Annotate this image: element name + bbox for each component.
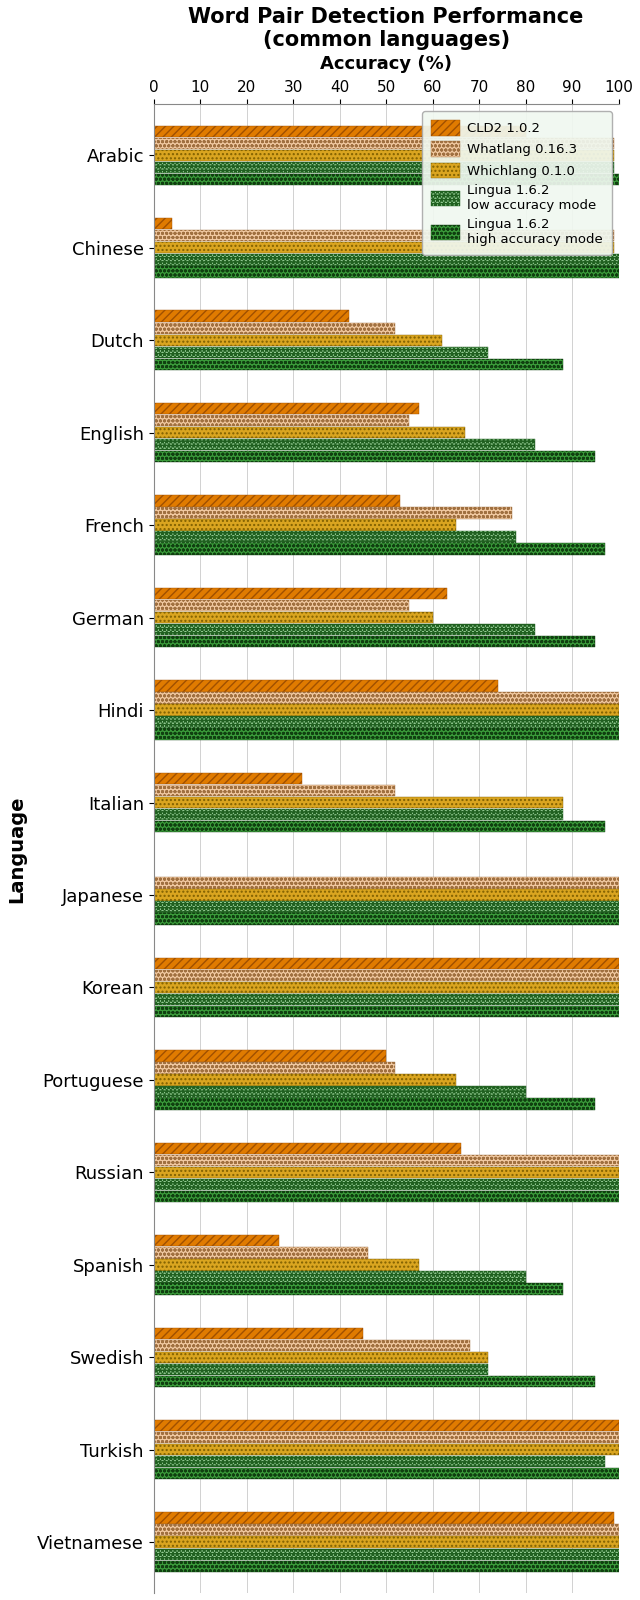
Bar xyxy=(154,890,619,901)
Bar xyxy=(154,162,614,173)
Bar xyxy=(154,242,614,253)
Bar xyxy=(154,507,511,518)
Bar xyxy=(154,1352,488,1363)
Bar xyxy=(154,1270,525,1283)
Bar xyxy=(154,1456,605,1467)
Bar xyxy=(154,310,349,322)
Bar xyxy=(154,1525,619,1536)
Bar xyxy=(154,982,619,994)
Bar xyxy=(154,1469,619,1480)
Bar xyxy=(154,1062,396,1074)
Bar xyxy=(154,821,605,832)
Bar xyxy=(154,1259,419,1270)
Legend: CLD2 1.0.2, Whatlang 0.16.3, Whichlang 0.1.0, Lingua 1.6.2
low accuracy mode, Li: CLD2 1.0.2, Whatlang 0.16.3, Whichlang 0… xyxy=(422,110,612,254)
Bar xyxy=(154,1246,367,1259)
Bar xyxy=(154,773,303,784)
Bar xyxy=(154,1166,619,1178)
Bar xyxy=(154,810,563,821)
Bar xyxy=(154,266,619,277)
Bar xyxy=(154,358,563,370)
Bar xyxy=(154,323,396,334)
Bar xyxy=(154,438,535,451)
Bar xyxy=(154,174,619,186)
Bar xyxy=(154,994,619,1005)
Bar xyxy=(154,1074,456,1086)
Y-axis label: Language: Language xyxy=(7,795,26,902)
Bar xyxy=(154,1283,563,1294)
X-axis label: Accuracy (%): Accuracy (%) xyxy=(320,54,452,72)
Bar xyxy=(154,958,619,970)
Bar xyxy=(154,611,433,624)
Bar xyxy=(154,150,614,162)
Bar xyxy=(154,1549,619,1560)
Bar xyxy=(154,1376,595,1387)
Bar xyxy=(154,1363,488,1374)
Bar xyxy=(154,1142,461,1154)
Bar xyxy=(154,414,410,426)
Bar xyxy=(154,786,396,797)
Bar xyxy=(154,138,614,149)
Bar xyxy=(154,680,498,691)
Bar xyxy=(154,717,619,728)
Bar xyxy=(154,496,400,507)
Bar xyxy=(154,1155,619,1166)
Bar xyxy=(154,914,619,925)
Bar xyxy=(154,1086,525,1098)
Bar xyxy=(154,403,419,414)
Bar xyxy=(154,218,172,229)
Bar xyxy=(154,1190,619,1202)
Bar xyxy=(154,1235,279,1246)
Bar xyxy=(154,587,447,600)
Bar xyxy=(154,635,595,648)
Bar xyxy=(154,334,442,346)
Bar xyxy=(154,970,619,981)
Bar xyxy=(154,1179,619,1190)
Bar xyxy=(154,1560,619,1571)
Bar xyxy=(154,1536,619,1547)
Bar xyxy=(154,254,619,266)
Bar xyxy=(154,531,516,542)
Bar xyxy=(154,230,614,242)
Bar xyxy=(154,520,456,531)
Bar xyxy=(154,704,619,715)
Bar xyxy=(154,125,525,138)
Bar xyxy=(154,1050,386,1061)
Bar xyxy=(154,347,488,358)
Bar xyxy=(154,451,595,462)
Bar xyxy=(154,1098,595,1110)
Bar xyxy=(154,693,619,704)
Bar xyxy=(154,427,465,438)
Bar xyxy=(154,877,619,888)
Bar xyxy=(154,600,410,611)
Bar xyxy=(154,1432,619,1443)
Bar xyxy=(154,1445,619,1456)
Bar xyxy=(154,544,605,555)
Bar xyxy=(154,728,619,739)
Bar xyxy=(154,1512,614,1523)
Bar xyxy=(154,1328,363,1339)
Bar xyxy=(154,797,563,808)
Bar xyxy=(154,1419,619,1432)
Bar xyxy=(154,901,619,912)
Bar xyxy=(154,1006,619,1018)
Title: Word Pair Detection Performance
(common languages): Word Pair Detection Performance (common … xyxy=(188,6,584,50)
Bar xyxy=(154,624,535,635)
Bar xyxy=(154,1339,470,1350)
